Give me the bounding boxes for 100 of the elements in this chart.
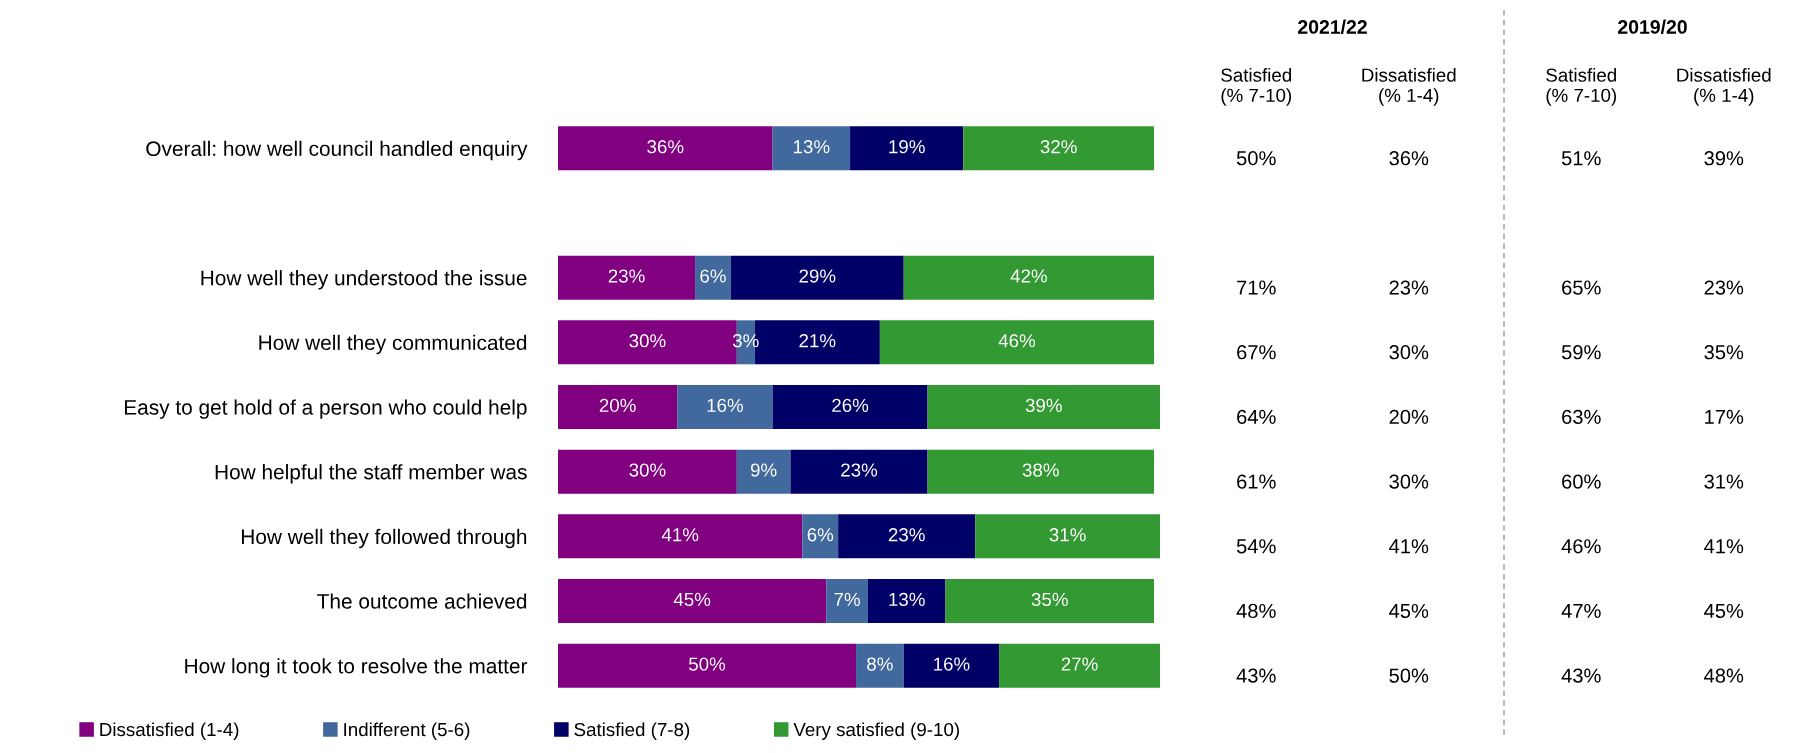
bar [945, 579, 1155, 624]
text: 48% [1236, 603, 1276, 619]
legend-label: Very satisfied (9-10) [793, 722, 959, 740]
data-label: 50% [689, 657, 726, 671]
text: 45% [1704, 603, 1744, 619]
bar [927, 449, 1155, 494]
text: 39% [1704, 151, 1744, 166]
data-label: 23% [841, 463, 878, 477]
bar [730, 255, 904, 300]
legend-label: Dissatisfied (1-4) [100, 722, 239, 740]
data-label: 20% [599, 398, 636, 413]
bar [963, 126, 1155, 171]
data-label: 7% [834, 592, 860, 606]
data-label: 13% [889, 592, 925, 607]
text: 17% [1705, 409, 1744, 424]
bar [790, 449, 928, 494]
data-label: 6% [700, 269, 726, 283]
data-label: 23% [608, 269, 645, 283]
bar [879, 320, 1155, 365]
text: 71% [1237, 280, 1276, 295]
text: 20% [1389, 409, 1429, 425]
text: Satisfied (% 7-10) [1221, 68, 1292, 106]
text: 41% [1389, 539, 1429, 554]
data-label: 13% [793, 140, 830, 154]
text: Satisfied (% 7-10) [1546, 68, 1617, 106]
text: 36% [1389, 151, 1429, 166]
data-label: 31% [1049, 528, 1086, 542]
data-label: 9% [750, 463, 777, 477]
text: 43% [1236, 668, 1276, 683]
data-label: 21% [799, 334, 836, 348]
bar [826, 579, 868, 624]
bar [558, 385, 678, 429]
data-label: 32% [1040, 140, 1077, 154]
bar [999, 643, 1160, 688]
text: 46% [1561, 539, 1601, 554]
data-label: 8% [867, 657, 893, 671]
bar [558, 449, 737, 494]
text: 30% [1389, 345, 1429, 360]
data-label: 26% [832, 398, 869, 413]
bar [903, 643, 1000, 688]
data-label: 42% [1010, 269, 1047, 283]
data-label: 38% [1022, 463, 1059, 477]
text: 61% [1237, 474, 1276, 489]
data-label: 16% [934, 657, 970, 671]
bar [558, 579, 827, 624]
bar [838, 514, 976, 559]
text: 51% [1561, 151, 1601, 166]
bar [558, 126, 773, 171]
text: 2019/20 [1618, 19, 1687, 35]
text: 65% [1562, 280, 1601, 295]
bar [856, 643, 904, 688]
text: 45% [1389, 603, 1429, 619]
data-label: 41% [661, 528, 699, 542]
y-tick-label: How helpful the staff member was [215, 464, 527, 484]
text: Dissatisfied (% 1-4) [1362, 68, 1456, 106]
y-tick-label: How well they communicated [259, 334, 527, 355]
text: 35% [1704, 345, 1744, 360]
text: Dissatisfied (% 1-4) [1677, 68, 1771, 106]
bar [867, 579, 946, 624]
data-label: 23% [888, 528, 925, 542]
legend-label: Indifferent (5-6) [344, 722, 470, 740]
text: 2021/22 [1298, 19, 1367, 35]
text: 50% [1389, 668, 1429, 683]
bar [903, 255, 1155, 300]
bar [802, 514, 839, 559]
text: 59% [1561, 345, 1601, 360]
data-label: 46% [998, 334, 1036, 348]
data-label: 36% [647, 140, 684, 154]
data-label: 35% [1031, 592, 1068, 607]
data-label: 30% [629, 463, 666, 477]
text: 54% [1236, 539, 1276, 554]
data-label: 39% [1025, 398, 1062, 413]
text: 41% [1704, 539, 1744, 554]
bar [772, 385, 928, 429]
bar [736, 449, 791, 494]
bar [927, 385, 1160, 429]
legend-label: Satisfied (7-8) [574, 722, 690, 740]
y-tick-label: How long it took to resolve the matter [185, 658, 528, 678]
bar [558, 255, 696, 300]
text: 23% [1389, 280, 1429, 295]
bar [975, 514, 1160, 559]
data-label: 29% [799, 269, 836, 283]
data-label: 45% [673, 592, 711, 607]
text: 64% [1237, 409, 1276, 425]
text: 63% [1562, 409, 1601, 425]
text: 47% [1561, 603, 1601, 618]
bar [695, 255, 731, 300]
text: 30% [1389, 474, 1429, 489]
text: 31% [1704, 474, 1744, 489]
y-tick-label: Easy to get hold of a person who could help [124, 399, 527, 419]
bar [558, 643, 857, 688]
text: 48% [1704, 668, 1744, 683]
bar [677, 385, 773, 429]
text: 50% [1236, 151, 1276, 166]
data-label: 19% [889, 140, 925, 154]
text: 23% [1704, 280, 1744, 295]
data-label: 16% [707, 398, 743, 413]
text: 67% [1237, 345, 1276, 360]
data-label: 30% [629, 334, 666, 348]
bar [772, 126, 851, 171]
